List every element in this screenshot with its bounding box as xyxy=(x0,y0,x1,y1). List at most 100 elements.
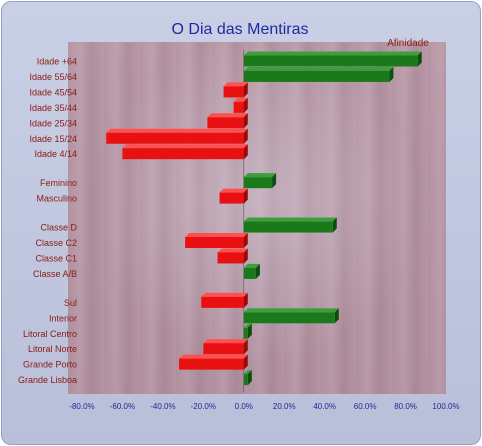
bar-side-face xyxy=(255,263,260,279)
bar-side-face xyxy=(243,354,248,370)
bar-front-face xyxy=(179,358,244,370)
bar xyxy=(201,292,248,308)
category-label: Grande Lisboa xyxy=(18,375,77,385)
x-tick-label: -80.0% xyxy=(69,402,94,411)
bar-front-face xyxy=(185,237,244,248)
bar-side-face xyxy=(243,128,248,144)
x-tick-label: -60.0% xyxy=(110,402,135,411)
category-label: Litoral Centro xyxy=(23,329,77,339)
bar-front-face xyxy=(223,86,244,98)
bar xyxy=(106,128,248,144)
bar xyxy=(243,173,277,189)
category-label: Idade +64 xyxy=(37,57,77,67)
category-label: Grande Porto xyxy=(23,360,77,370)
x-tick-label: 80.0% xyxy=(394,402,417,411)
bar-side-face xyxy=(243,97,248,113)
bar-top-face xyxy=(201,292,248,297)
bar-top-face xyxy=(233,97,248,102)
bar xyxy=(243,51,422,67)
bar xyxy=(223,82,248,98)
bar-top-face xyxy=(203,339,248,344)
chart-title: O Dia das Mentiras xyxy=(172,21,309,38)
x-tick-label: 100.0% xyxy=(432,402,459,411)
bar-side-face xyxy=(243,292,248,308)
bar-top-face xyxy=(243,217,337,222)
category-label: Idade 55/64 xyxy=(29,72,77,82)
x-tick-label: 20.0% xyxy=(273,402,296,411)
bar xyxy=(243,217,337,233)
bar-front-face xyxy=(203,343,244,355)
bar-front-face xyxy=(217,252,244,264)
bar-front-face xyxy=(122,148,244,160)
category-label: Masculino xyxy=(36,194,77,204)
bar xyxy=(243,263,260,279)
bar-side-face xyxy=(243,339,248,355)
bar-top-face xyxy=(223,82,248,87)
bar xyxy=(243,66,394,82)
bar-top-face xyxy=(243,370,252,375)
bar xyxy=(207,113,248,129)
bar-front-face xyxy=(243,374,248,386)
category-label: Idade 35/44 xyxy=(29,103,77,113)
bar-side-face xyxy=(417,51,422,67)
category-label: Litoral Norte xyxy=(28,344,77,354)
bar-side-face xyxy=(332,217,337,233)
bar-side-face xyxy=(243,233,248,248)
bar xyxy=(185,233,248,248)
bar-front-face xyxy=(207,117,244,129)
category-label: Idade 25/34 xyxy=(29,118,77,128)
bar-front-face xyxy=(243,312,335,324)
bar-top-face xyxy=(243,173,277,178)
bar-side-face xyxy=(243,188,248,204)
bar-top-face xyxy=(243,323,252,328)
bar-top-face xyxy=(243,263,260,268)
x-tick-label: 0.0% xyxy=(235,402,253,411)
bar-top-face xyxy=(219,188,248,193)
bar-front-face xyxy=(219,192,244,204)
bar-front-face xyxy=(243,177,273,189)
bar-side-face xyxy=(272,173,277,189)
bar-top-face xyxy=(243,51,422,56)
bar xyxy=(233,97,248,113)
bar xyxy=(219,188,248,204)
bar xyxy=(243,323,252,339)
category-label: Classe C1 xyxy=(35,253,77,263)
bar-top-face xyxy=(217,248,248,253)
category-label: Idade 45/54 xyxy=(29,87,77,97)
bar-side-face xyxy=(247,370,252,386)
bar-front-face xyxy=(243,55,418,67)
category-label: Classe C2 xyxy=(35,238,77,248)
category-label: Interior xyxy=(49,313,77,323)
bar xyxy=(179,354,248,370)
bar-side-face xyxy=(243,144,248,160)
category-label: Idade 15/24 xyxy=(29,134,77,144)
bar-top-face xyxy=(243,66,394,71)
category-label: Sul xyxy=(64,298,77,308)
bar xyxy=(203,339,248,355)
category-label: Classe A/B xyxy=(33,269,77,279)
x-tick-label: 60.0% xyxy=(354,402,377,411)
bar-top-face xyxy=(106,128,248,133)
legend-label: Afinidade xyxy=(387,38,429,49)
bar xyxy=(122,144,248,160)
category-label: Idade 4/14 xyxy=(34,149,77,159)
bar-front-face xyxy=(106,132,244,144)
bar xyxy=(217,248,248,264)
bar-front-face xyxy=(201,296,244,308)
bar-side-face xyxy=(334,308,339,324)
bar xyxy=(243,308,339,324)
bar-side-face xyxy=(247,323,252,339)
bar-front-face xyxy=(233,101,244,113)
bar-side-face xyxy=(243,82,248,98)
bar-front-face xyxy=(243,327,248,339)
x-tick-label: -40.0% xyxy=(150,402,175,411)
category-label: Classe D xyxy=(40,223,77,233)
bar-front-face xyxy=(243,70,390,82)
bar-front-face xyxy=(243,221,333,233)
category-label: Feminino xyxy=(40,178,77,188)
bar-front-face xyxy=(243,267,256,279)
bar xyxy=(243,370,252,386)
bar-top-face xyxy=(122,144,248,149)
